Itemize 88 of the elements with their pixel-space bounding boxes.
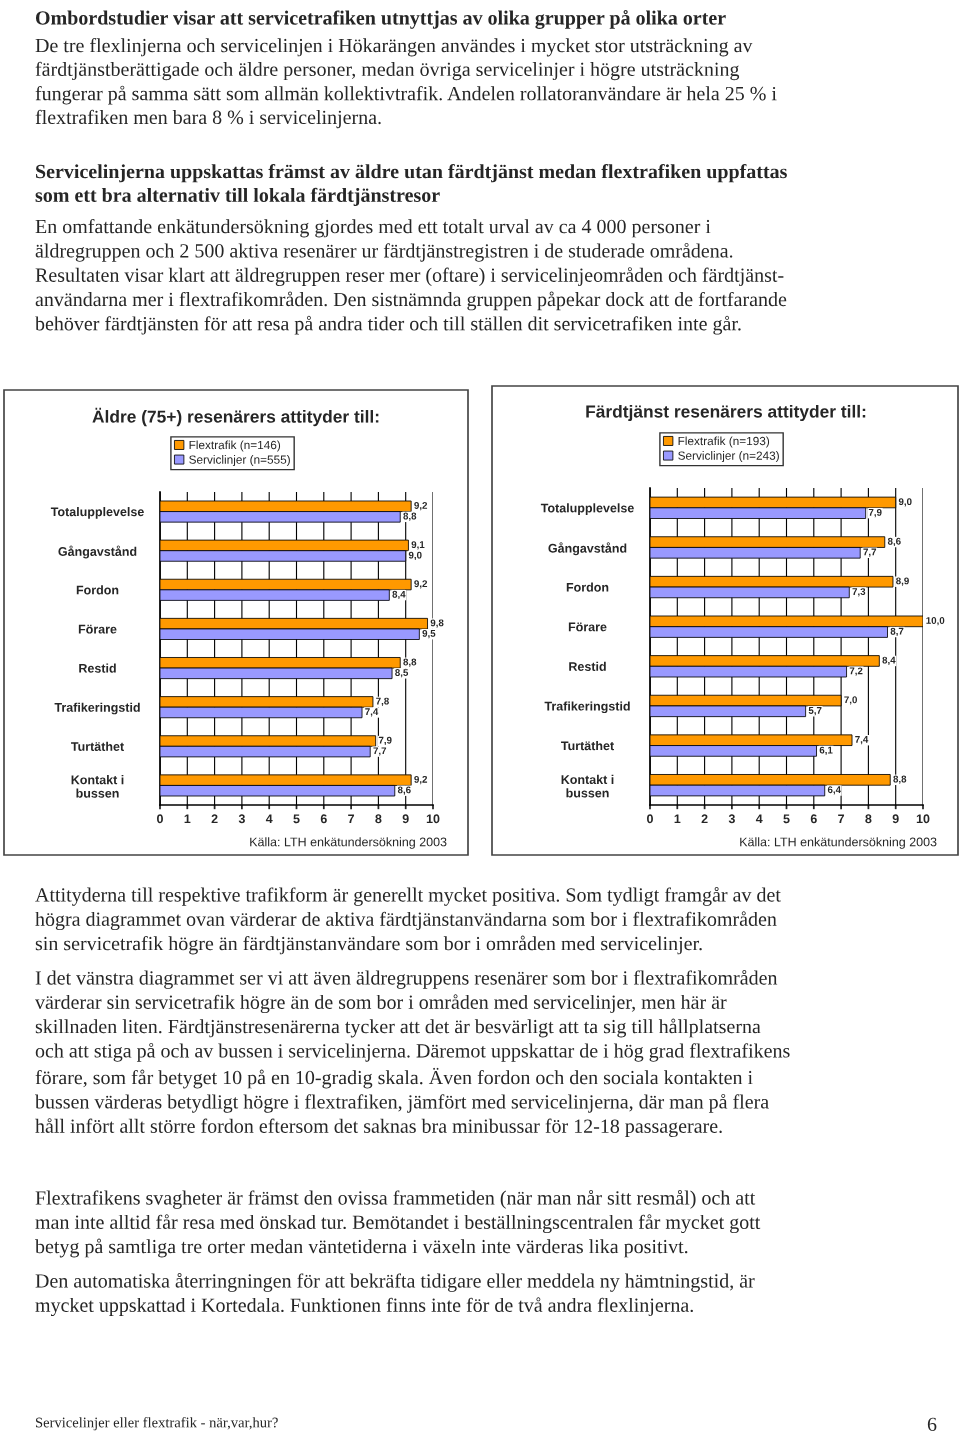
text: I det vänstra diagrammet ser vi att även äldregruppens resenärer som bor i flextrafikområden värderar sin servicetrafik högre än de som bor i områden med servicelinjer, men här är skillnaden liten. Färdtjänstresenärerna tycker att det är besvärligt att ta sig till hållplatserna och att stiga på och av bussen i servicelinjerna. Däremot uppskattar de i hög grad flextrafikens förare, som får betyget 10 på en 10-gradig skala. Även fordon och den sociala kontakten i bussen värderas betydligt högre i flextrafiken, jämfört med servicelinjerna, där man på flera håll infört allt större fordon eftersom det saknas bra minibussar för 12-18 passagerare. [35,970,790,1138]
x-tick-label: 6 [810,814,817,824]
y-tick-label: Gångavstånd [58,545,137,559]
data-label: 5,7 [808,707,822,716]
x-tick-label: 0 [157,814,163,824]
x-tick-label: 7 [348,814,355,824]
x-tick-label: 0 [647,814,653,824]
x-tick-label: 8 [865,814,872,824]
data-label: 7,9 [378,736,392,746]
x-tick-label: 3 [728,814,735,824]
data-label: 6,1 [819,746,833,755]
y-tick-label: Fordon [566,582,609,592]
y-tick-label: Kontakt i bussen [561,774,614,798]
text: Ombordstudier visar att servicetrafiken utnyttjas av olika grupper på olika orter [35,10,726,29]
data-label: 9,2 [414,775,428,785]
data-label: 8,8 [403,658,417,667]
text: Källa: LTH enkätundersökning 2003 [740,837,937,849]
data-label: 7,0 [844,696,857,705]
data-label: 7,4 [365,708,379,717]
x-tick-label: 4 [265,814,273,824]
text: Servicelinjerna uppskattas främst av äldre utan färdtjänst medan flextrafiken uppfattas som ett bra alternativ till lokala färdtjänstresor [35,164,787,207]
data-label: 8,4 [392,590,406,600]
data-label: 10,0 [926,617,945,626]
y-tick-label: Restid [569,661,606,671]
data-label: 8,8 [403,512,417,521]
data-label: 8,4 [882,656,896,665]
legend-label: Flextrafik (n=193) [678,436,770,448]
y-tick-label: Förare [78,624,117,634]
x-tick-label: 8 [375,814,382,824]
x-tick-label: 10 [426,814,440,824]
y-tick-label: Restid [79,663,116,673]
text: De tre flexlinjerna och servicelinjen i Hökarängen användes i mycket stor utsträckning av färdtjänstberättigade och äldre personer, medan övriga servicelinjer i högre utsträckning fungerar på samma sätt som allmän kollektivtrafik. Andelen rollatoranvändare är hela 25 % i flextrafiken men bara 8 % i servicelinjerna. [35,38,777,129]
data-label: 7,3 [852,588,866,597]
text: Den automatiska återringningen för att bekräfta tidigare eller meddela ny hämtningstid, är mycket uppskattad i Kortedala. Funktionen finns inte för de två andra flexlinjerna. [35,1273,755,1317]
text: En omfattande enkätundersökning gjordes med ett totalt urval av ca 4 000 personer i äldregruppen och 2 500 aktiva resenärer ur färdtjänstregistren i de studerade områdena. Resultaten visar klart att äldregruppen reser mer (oftare) i servicelinjeområden och färdtjänst- användarna mer i flextrafikområden. Den sistnämnda gruppen påpekar dock att de fortfarande behöver färdtjänsten för att resa på andra tider och till ställen dit servicetrafiken inte går. [35,219,787,335]
y-tick-label: Gångavstånd [548,542,627,556]
x-tick-label: 10 [916,814,930,824]
data-label: 8,8 [893,775,907,784]
y-tick-label: Totalupplevelse [540,503,634,515]
y-tick-label: Trafikeringstid [544,701,630,714]
x-tick-label: 9 [892,814,899,824]
y-tick-label: Turtäthet [71,741,124,751]
x-tick-label: 1 [184,814,191,824]
data-label: 7,7 [373,747,387,756]
x-tick-label: 9 [402,814,409,824]
legend-label: Serviclinjer (n=243) [678,451,779,463]
data-label: 9,1 [411,541,425,550]
x-tick-label: 1 [674,814,681,824]
x-tick-label: 3 [238,814,245,824]
legend-label: Flextrafik (n=146) [189,440,281,452]
x-tick-label: 7 [838,814,845,824]
x-tick-label: 4 [755,814,763,824]
text: 6 [927,1417,937,1432]
y-tick-label: Turtäthet [561,741,614,751]
y-tick-label: Trafikeringstid [54,702,140,715]
text: Flextrafikens svagheter är främst den ovissa frammetiden (när man når sitt resmål) och att man inte alltid får resa med önskad tur. Bemötandet i beställningscentralen får mycket gott betyg på samtliga tre orter medan väntetiderna i växeln inte värderas lika positivt. [35,1190,761,1258]
text: Källa: LTH enkätundersökning 2003 [250,837,447,849]
y-tick-label: Kontakt i bussen [71,775,124,798]
text: Servicelinjer eller flextrafik - när,var,hur? [35,1417,278,1431]
x-tick-label: 2 [701,814,708,824]
data-label: 7,7 [863,548,877,557]
legend-label: Serviclinjer (n=555) [189,455,290,467]
x-tick-label: 2 [211,814,218,824]
data-label: 9,5 [422,629,436,639]
data-label: 9,0 [408,551,422,560]
chart-title: Äldre (75+) resenärers attityder till: [92,407,379,427]
x-tick-label: 6 [320,814,327,824]
data-label: 6,4 [827,786,841,795]
data-label: 9,8 [430,619,444,628]
text: Attityderna till respektive trafikform är generellt mycket positiva. Som tydligt framgår av det högra diagrammet ovan värderar de aktiva färdtjänstanvändarna som bor i flextrafikområden sin servicetrafik högre än färdtjänstanvändare som bor i områden med servicelinjer. [35,887,781,955]
y-tick-label: Fordon [76,585,119,595]
y-tick-label: Totalupplevelse [50,507,144,519]
x-tick-label: 5 [293,814,300,824]
x-tick-label: 5 [783,814,790,824]
data-label: 8,6 [887,537,901,547]
data-label: 7,9 [868,508,882,518]
y-tick-label: Förare [568,622,607,632]
data-label: 8,6 [397,786,411,795]
data-label: 8,5 [395,669,409,678]
data-label: 8,9 [896,577,909,586]
data-label: 7,8 [376,697,389,706]
data-label: 8,7 [890,627,904,637]
data-label: 9,0 [898,498,912,507]
data-label: 7,2 [849,667,863,676]
data-label: 9,2 [414,502,428,511]
data-label: 9,2 [414,580,428,589]
chart-title: Färdtjänst resenärers attityder till: [586,404,866,422]
data-label: 7,4 [855,736,869,745]
